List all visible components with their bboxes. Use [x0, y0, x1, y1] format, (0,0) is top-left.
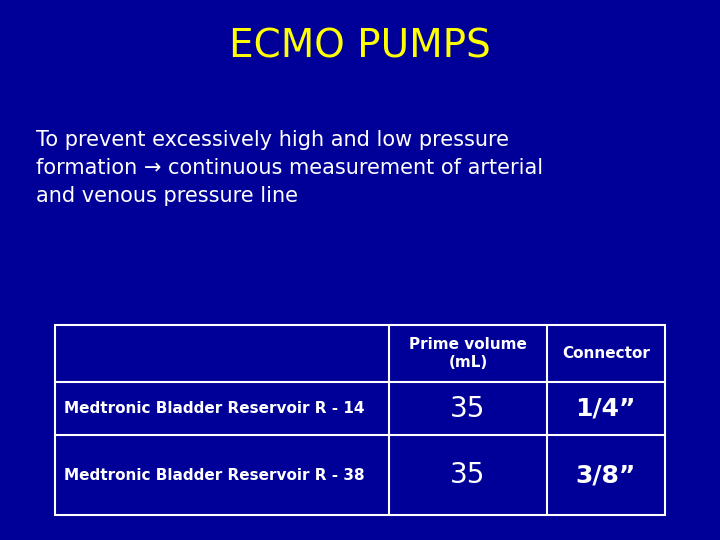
- Text: 35: 35: [450, 461, 486, 489]
- Bar: [55, 325, 665, 515]
- Text: 1/4”: 1/4”: [575, 396, 636, 421]
- Text: ECMO PUMPS: ECMO PUMPS: [229, 27, 491, 65]
- Text: Medtronic Bladder Reservoir R - 38: Medtronic Bladder Reservoir R - 38: [63, 468, 364, 483]
- Text: Medtronic Bladder Reservoir R - 14: Medtronic Bladder Reservoir R - 14: [63, 401, 364, 416]
- Text: 35: 35: [450, 395, 486, 423]
- Text: Prime volume
(mL): Prime volume (mL): [409, 338, 527, 370]
- Text: Connector: Connector: [562, 346, 649, 361]
- Text: To prevent excessively high and low pressure
formation → continuous measurement : To prevent excessively high and low pres…: [36, 130, 543, 206]
- Text: 3/8”: 3/8”: [576, 463, 636, 487]
